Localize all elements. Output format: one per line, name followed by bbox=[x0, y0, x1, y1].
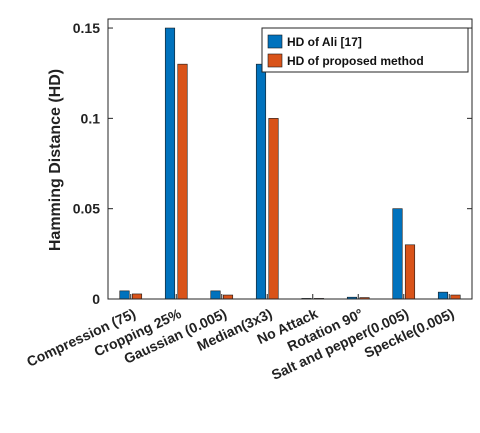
bar-ali bbox=[392, 208, 403, 300]
legend-swatch bbox=[267, 53, 283, 68]
bar-proposed bbox=[268, 118, 279, 300]
bar-ali bbox=[119, 290, 130, 300]
bar-ali bbox=[255, 63, 267, 300]
bar-ali bbox=[164, 27, 176, 300]
axes-frame bbox=[107, 18, 473, 300]
bar-proposed bbox=[450, 294, 461, 300]
bar-proposed bbox=[404, 244, 416, 300]
bars bbox=[119, 27, 461, 300]
y-axis-label: Hamming Distance (HD) bbox=[47, 69, 64, 251]
bar-ali bbox=[437, 291, 449, 300]
y-tick-label: 0.05 bbox=[73, 201, 100, 217]
y-tick-label: 0 bbox=[92, 291, 100, 307]
bar-proposed bbox=[222, 294, 234, 300]
legend-entry: HD of Ali [17] bbox=[287, 35, 362, 49]
bar-ali bbox=[210, 290, 221, 300]
legend: HD of Ali [17] HD of proposed method bbox=[261, 27, 469, 73]
legend-entry: HD of proposed method bbox=[287, 54, 424, 68]
x-axis-labels: Compression (75)Cropping 25%Gaussian (0.… bbox=[24, 294, 457, 383]
y-tick-label: 0.15 bbox=[73, 20, 100, 36]
legend-box bbox=[261, 27, 469, 73]
y-axis-ticks: 0 0.05 0.1 0.15 bbox=[73, 20, 472, 307]
bar-proposed bbox=[177, 63, 188, 300]
bar-proposed bbox=[131, 293, 143, 300]
legend-swatch bbox=[267, 34, 283, 49]
y-tick-label: 0.1 bbox=[81, 110, 101, 126]
